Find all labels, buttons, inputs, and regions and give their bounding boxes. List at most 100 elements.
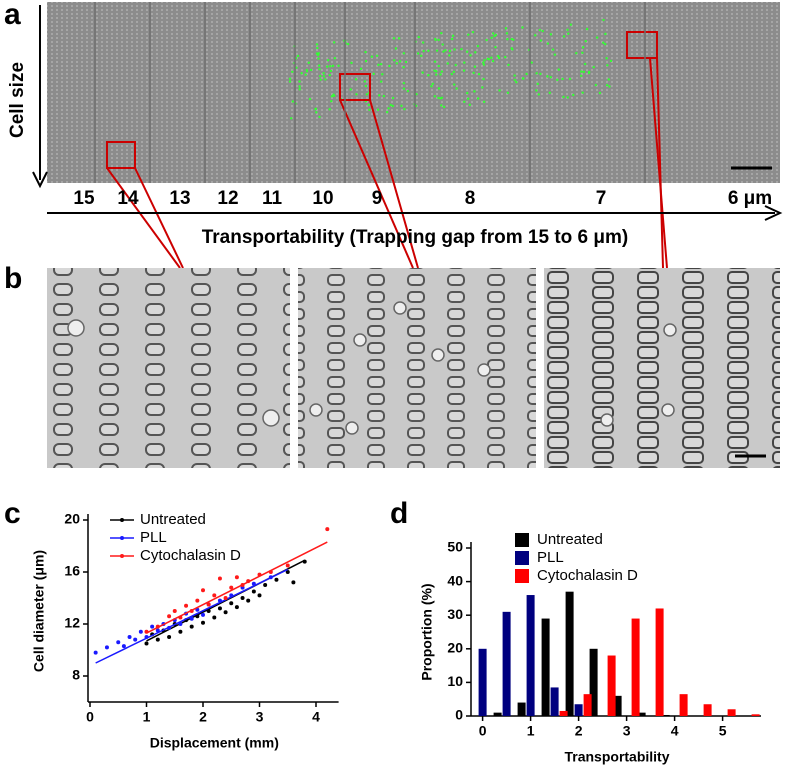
y-tick-label: 12 [64, 615, 80, 631]
cell-dot [319, 74, 322, 78]
image-b1 [47, 268, 290, 468]
cell-dot [365, 93, 369, 96]
cell-dot [403, 107, 406, 111]
bar [583, 694, 592, 716]
cell-dot [530, 61, 533, 64]
point [291, 580, 296, 585]
bar [751, 714, 760, 716]
point [268, 570, 273, 574]
cell-dot [490, 56, 493, 59]
cell-dot [493, 34, 496, 38]
cell-dot [420, 54, 423, 57]
bar [703, 704, 712, 716]
cell-dot [331, 64, 335, 68]
cell-dot [394, 47, 398, 50]
cell-dot [324, 78, 327, 81]
cell-dot [404, 60, 408, 64]
image-a [47, 2, 780, 183]
cell-dot [318, 67, 321, 71]
cell-dot [440, 31, 443, 35]
cell-size-label: Cell size [7, 62, 28, 138]
point [263, 583, 268, 587]
cell-dot [291, 70, 294, 73]
point [189, 616, 194, 621]
point [201, 588, 205, 593]
point [234, 605, 239, 610]
cell-dot [460, 47, 463, 51]
y-tick-label: 0 [455, 707, 463, 723]
cell-dot [472, 71, 475, 75]
x-axis-label: Transportability [564, 749, 669, 765]
legend-swatch [515, 551, 529, 565]
bar [637, 712, 646, 716]
cell-dot [515, 80, 518, 84]
cell-dot [315, 43, 319, 46]
cell-dot [375, 54, 379, 57]
cell-dot [468, 103, 472, 107]
cell-dot [497, 56, 501, 60]
legend-dot [120, 536, 124, 540]
point [104, 645, 109, 650]
gap-axis-label: Transportability (Trapping gap from 15 t… [202, 227, 629, 248]
point [133, 637, 138, 642]
cell-dot [553, 53, 557, 56]
cell-dot [316, 46, 319, 50]
cell-dot [319, 78, 322, 81]
bar [502, 611, 511, 716]
point [178, 629, 183, 634]
legend-label: Cytochalasin D [140, 547, 241, 564]
cell-dot [379, 80, 383, 83]
cell-dot [490, 36, 493, 40]
cell-dot [288, 80, 292, 83]
bar [541, 618, 550, 716]
x-tick-label: 0 [86, 709, 94, 725]
cell-dot [317, 64, 321, 67]
cell-dot [433, 95, 437, 98]
cell-dot [329, 65, 332, 68]
cell-dot [349, 88, 352, 91]
cell-dot [473, 90, 476, 93]
cell-dot [494, 45, 497, 49]
cell-dot [533, 34, 537, 37]
point [240, 583, 245, 587]
cell-dot [562, 35, 566, 38]
cell-dot [406, 89, 410, 93]
cell-dot [609, 59, 613, 63]
legend-swatch [515, 533, 529, 547]
cell-dot [482, 77, 485, 81]
cell-dot [298, 80, 301, 83]
cell-dot [364, 50, 367, 54]
cell-dot [557, 68, 560, 71]
cell-dot [448, 49, 452, 53]
cell-dot [476, 97, 480, 100]
cell-dot [290, 117, 293, 120]
point [246, 598, 251, 603]
point [223, 610, 228, 615]
cell-dot [452, 70, 456, 74]
gap-label: 14 [117, 188, 139, 209]
panel-label: a [4, 0, 21, 31]
x-tick-label: 5 [719, 723, 727, 739]
cell-dot [288, 77, 292, 80]
cell-dot [469, 54, 472, 57]
cell-dot [367, 103, 370, 107]
bar [655, 608, 664, 716]
point [184, 603, 189, 608]
image-b2 [298, 268, 536, 468]
cell-dot [442, 105, 446, 109]
cell-dot [437, 38, 440, 42]
y-tick-label: 50 [447, 539, 463, 555]
cell-dot [549, 33, 553, 36]
cell-dots [288, 18, 613, 120]
point [144, 629, 149, 634]
point [206, 602, 211, 607]
cell-dot [462, 69, 466, 72]
cell-dot [482, 63, 486, 66]
cell-dot [328, 108, 331, 111]
cell-dot [421, 41, 425, 44]
point [138, 629, 143, 634]
cell-dot [330, 99, 333, 103]
cell-dot [326, 59, 330, 62]
cell-dot [427, 49, 430, 52]
